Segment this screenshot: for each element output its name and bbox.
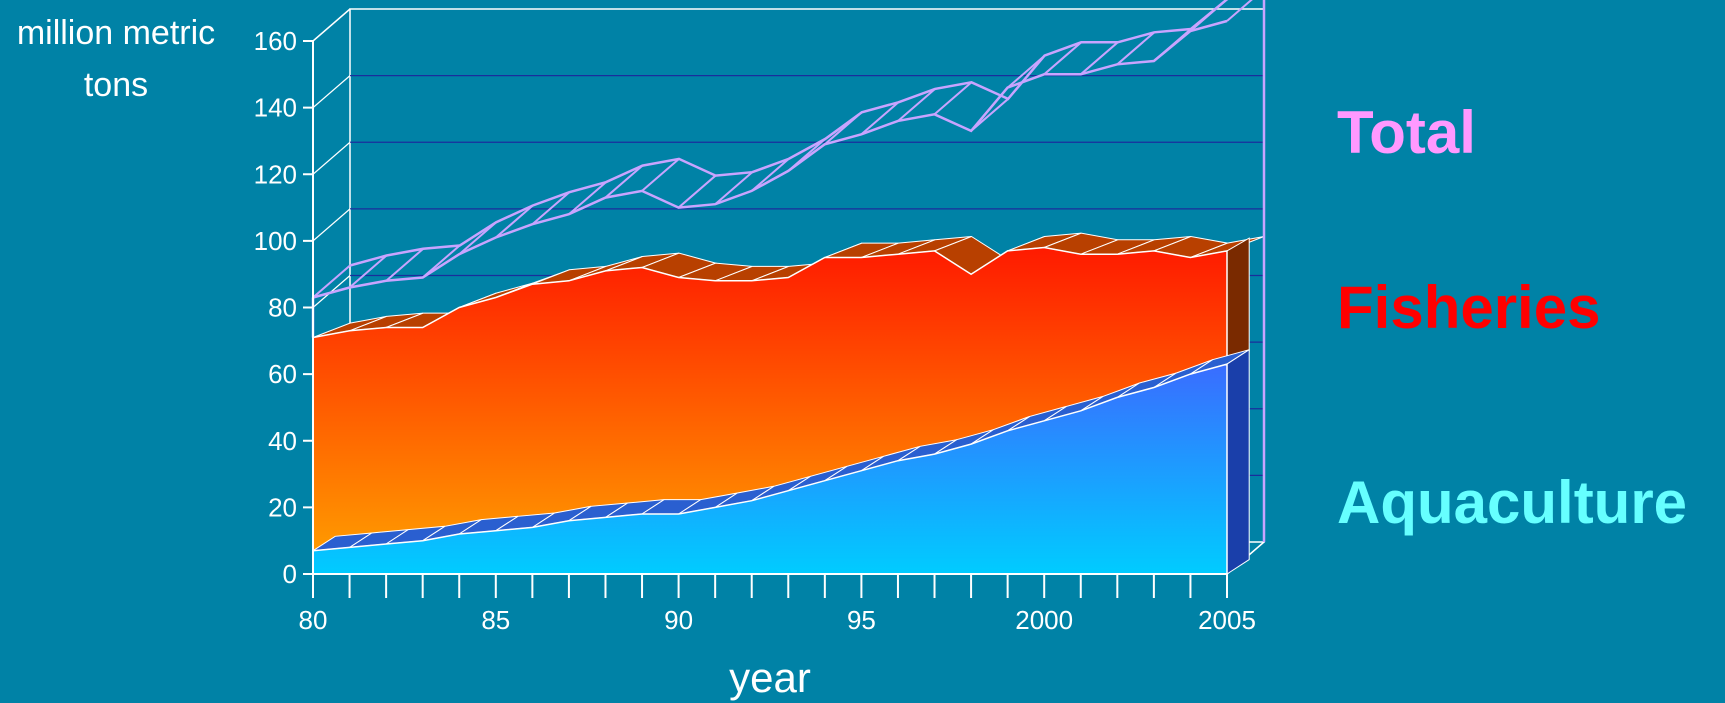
aquaculture-side xyxy=(1226,348,1250,575)
x-tick-label-80: 80 xyxy=(299,605,328,635)
series-areas xyxy=(312,232,1265,575)
total-point-1995 xyxy=(860,101,900,136)
total-point-2000 xyxy=(1043,41,1082,76)
total-point-1984 xyxy=(458,221,497,255)
legend-total: Total xyxy=(1337,99,1476,166)
x-tick-label-85: 85 xyxy=(481,605,510,635)
y-tick-label-20: 20 xyxy=(268,492,297,522)
aquaculture-area xyxy=(312,363,1228,575)
total-point-1982 xyxy=(385,248,424,282)
total-point-1981 xyxy=(348,254,388,289)
y-tick-label-80: 80 xyxy=(268,293,297,323)
legend-fisheries: Fisheries xyxy=(1337,274,1601,341)
legend-aquaculture: Aquaculture xyxy=(1337,469,1688,536)
y-tick-label-160: 160 xyxy=(254,26,297,56)
y-axis-title-line-2: tons xyxy=(84,66,148,104)
side-gridline-140 xyxy=(312,75,351,109)
total-point-1999 xyxy=(1006,54,1046,89)
total-point-1986 xyxy=(531,191,571,225)
total-point-1980 xyxy=(312,264,351,299)
y-tick-label-60: 60 xyxy=(268,359,297,389)
total-point-1997 xyxy=(933,81,973,116)
total-point-2005 xyxy=(1226,0,1253,22)
y-tick-label-40: 40 xyxy=(268,426,297,456)
total-point-1992 xyxy=(751,158,790,192)
y-tick-label-0: 0 xyxy=(283,559,297,589)
total-point-1996 xyxy=(897,88,936,122)
total-point-1983 xyxy=(422,244,461,279)
total-point-1994 xyxy=(824,111,863,146)
x-tick-label-90: 90 xyxy=(664,605,693,635)
side-gridline-100 xyxy=(312,208,351,242)
y-tick-label-100: 100 xyxy=(254,226,297,256)
total-point-2001 xyxy=(1080,41,1119,76)
side-wall-edge-top xyxy=(312,8,351,42)
x-axis-title: year xyxy=(729,654,811,701)
total-point-1990 xyxy=(677,174,717,209)
x-tick-label-2005: 2005 xyxy=(1198,605,1256,635)
side-gridline-120 xyxy=(312,141,351,175)
y-tick-label-120: 120 xyxy=(254,159,297,189)
fisheries-side xyxy=(1226,237,1250,365)
axes: 0 20 40 60 80 100 120 140 160 80 85 90 95 2000 2005 mil… xyxy=(17,14,1256,701)
total-point-2003 xyxy=(1153,28,1192,62)
total-series xyxy=(311,0,1266,542)
total-point-1988 xyxy=(604,164,644,199)
total-point-2004 xyxy=(1189,0,1228,32)
total-point-1993 xyxy=(787,138,826,172)
x-tick-label-95: 95 xyxy=(847,605,876,635)
total-point-1991 xyxy=(714,171,753,205)
total-point-2002 xyxy=(1116,31,1155,66)
total-line-back xyxy=(349,0,1229,267)
total-point-1987 xyxy=(568,181,607,215)
total-point-1989 xyxy=(641,158,680,192)
total-point-1998 xyxy=(970,98,1009,132)
x-tick-label-2000: 2000 xyxy=(1015,605,1073,635)
y-tick-label-140: 140 xyxy=(254,93,297,123)
total-line-front xyxy=(312,19,1228,299)
total-point-1985 xyxy=(495,204,534,239)
y-axis-title-line-1: million metric xyxy=(17,14,215,52)
